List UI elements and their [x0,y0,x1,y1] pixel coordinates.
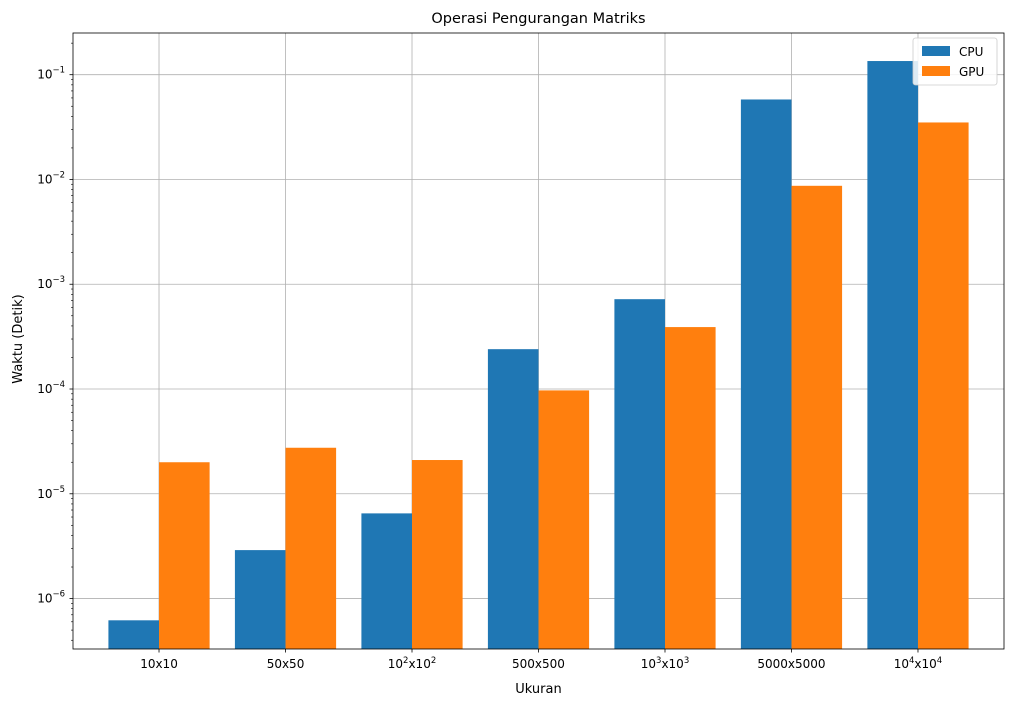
y-tick-label: 10−2 [37,170,65,186]
bar-gpu [917,122,969,650]
y-tick-label: 10−3 [37,275,65,291]
legend-label-cpu: CPU [959,45,983,59]
y-tick-label: 10−5 [37,485,65,501]
x-tick-label: 10x10 [140,657,178,671]
bar-gpu [664,327,716,649]
axes: 10x10 50x50 102x102 500x500 103x103 5000x5000… [37,32,1005,671]
legend-swatch-cpu [922,46,950,56]
x-tick-label: 500x500 [512,657,565,671]
x-tick-label: 5000x5000 [757,657,825,671]
bar-cpu [614,299,665,649]
bar-cpu [740,99,792,649]
x-axis-label: Ukuran [515,682,561,697]
bar-gpu [285,447,337,649]
x-tick-label: 50x50 [267,657,305,671]
bars [108,61,969,650]
y-tick-label: 10−4 [37,380,65,396]
bar-cpu [108,620,160,649]
bar-gpu [791,185,843,649]
bar-gpu [159,462,210,649]
legend-box [912,37,998,86]
y-tick-label: 10−1 [37,66,65,82]
y-tick-label: 10−6 [37,590,65,606]
bar-gpu [538,390,590,649]
bar-gpu [412,460,463,649]
x-tick-label: 104x104 [894,656,943,671]
legend-label-gpu: GPU [959,65,984,79]
bar-cpu [361,513,413,649]
bar-cpu [487,349,539,649]
y-axis-label: Waktu (Detik) [11,294,26,383]
legend-swatch-gpu [922,66,950,76]
x-tick-label: 103x103 [641,656,690,671]
legend: CPU GPU [912,37,998,86]
x-tick-label: 102x102 [388,656,437,671]
bar-cpu [867,61,918,650]
chart-title: Operasi Pengurangan Matriks [431,11,645,27]
bar-cpu [234,550,286,649]
